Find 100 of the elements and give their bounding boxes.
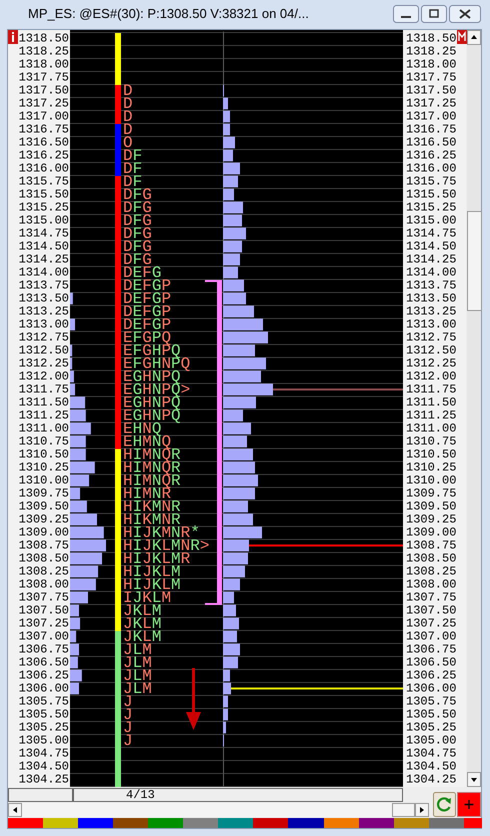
y-tick-label: 1312.75 — [406, 330, 456, 344]
y-tick-label: 1311.75 — [406, 382, 456, 396]
y-tick-label: 1306.50 — [406, 656, 456, 670]
y-tick-label: 1313.50 — [406, 292, 456, 306]
y-tick-label: 1305.00 — [18, 734, 69, 748]
y-tick-label: 1312.50 — [406, 344, 456, 358]
y-tick-label: 1312.25 — [406, 356, 456, 370]
y-tick-label: 1308.50 — [18, 552, 69, 566]
y-tick-label: 1306.00 — [18, 682, 69, 696]
y-tick-label: 1315.00 — [18, 214, 69, 228]
y-tick-label: 1311.75 — [18, 382, 69, 396]
y-tick-label: 1311.00 — [406, 422, 456, 436]
y-tick-label: 1308.00 — [18, 578, 69, 592]
y-tick-label: 1308.25 — [406, 564, 456, 578]
y-tick-label: 1318.25 — [406, 44, 456, 58]
y-tick-label: 1317.50 — [406, 84, 456, 98]
y-tick-label: 1304.50 — [18, 760, 69, 774]
y-tick-label: 1315.00 — [406, 214, 456, 228]
y-tick-label: 1310.00 — [18, 474, 69, 488]
y-tick-label: 1307.50 — [406, 604, 456, 618]
y-tick-label: 1316.50 — [18, 136, 69, 150]
text: 4/13 — [126, 788, 155, 802]
y-tick-label: 1314.50 — [18, 240, 69, 254]
text: J — [123, 732, 133, 750]
y-tick-label: 1315.25 — [406, 200, 456, 214]
y-tick-label: 1317.75 — [18, 70, 69, 84]
y-tick-label: 1313.25 — [406, 304, 456, 318]
y-tick-label: 1318.25 — [18, 44, 69, 58]
y-tick-label: 1309.00 — [406, 526, 456, 540]
y-tick-label: 1310.50 — [406, 448, 456, 462]
y-tick-label: 1318.50 — [18, 32, 69, 46]
y-tick-label: 1305.50 — [18, 708, 69, 722]
y-tick-label: 1318.50 — [406, 32, 456, 46]
y-tick-label: 1311.25 — [406, 408, 456, 422]
y-tick-label: 1305.00 — [406, 734, 456, 748]
y-tick-label: 1314.75 — [18, 226, 69, 240]
y-tick-label: 1316.75 — [18, 122, 69, 136]
y-tick-label: 1312.00 — [18, 370, 69, 384]
y-tick-label: 1318.00 — [18, 58, 69, 72]
y-tick-label: 1306.75 — [406, 642, 456, 656]
y-tick-label: 1316.00 — [406, 162, 456, 176]
y-tick-label: 1307.75 — [18, 590, 69, 604]
y-tick-label: 1315.75 — [18, 174, 69, 188]
y-tick-label: 1307.50 — [18, 604, 69, 618]
y-tick-label: 1308.75 — [406, 538, 456, 552]
y-tick-label: 1313.75 — [406, 278, 456, 292]
y-tick-label: 1305.75 — [18, 694, 69, 708]
y-tick-label: 1313.00 — [18, 318, 69, 332]
y-tick-label: 1309.75 — [406, 486, 456, 500]
y-tick-label: 1311.50 — [406, 396, 456, 410]
y-tick-label: 1312.00 — [406, 370, 456, 384]
y-tick-label: 1316.75 — [406, 122, 456, 136]
y-tick-label: 1314.75 — [406, 226, 456, 240]
y-tick-label: 1310.25 — [406, 460, 456, 474]
y-tick-label: 1314.25 — [18, 252, 69, 266]
y-tick-label: 1309.50 — [18, 500, 69, 514]
y-tick-label: 1318.00 — [406, 58, 456, 72]
y-tick-label: 1305.75 — [406, 694, 456, 708]
y-tick-label: 1306.25 — [18, 668, 69, 682]
y-tick-label: 1305.25 — [18, 720, 69, 734]
y-tick-label: 1306.25 — [406, 668, 456, 682]
y-tick-label: 1304.75 — [406, 746, 456, 760]
y-tick-label: 1309.50 — [406, 500, 456, 514]
y-tick-label: 1307.00 — [406, 630, 456, 644]
y-tick-label: 1314.50 — [406, 240, 456, 254]
y-tick-label: 1316.00 — [18, 162, 69, 176]
y-tick-label: 1313.00 — [406, 318, 456, 332]
y-tick-label: 1305.50 — [406, 708, 456, 722]
y-tick-label: 1311.50 — [18, 396, 69, 410]
y-tick-label: 1305.25 — [406, 720, 456, 734]
y-tick-label: 1307.75 — [406, 590, 456, 604]
y-tick-label: 1304.50 — [406, 760, 456, 774]
y-tick-label: 1311.00 — [18, 422, 69, 436]
y-tick-label: 1307.00 — [18, 630, 69, 644]
y-tick-label: 1314.00 — [18, 266, 69, 280]
y-tick-label: 1308.75 — [18, 538, 69, 552]
y-tick-label: 1308.25 — [18, 564, 69, 578]
y-tick-label: 1315.75 — [406, 174, 456, 188]
y-tick-label: 1316.50 — [406, 136, 456, 150]
y-tick-label: 1314.25 — [406, 252, 456, 266]
y-tick-label: 1317.25 — [18, 96, 69, 110]
y-tick-label: 1304.25 — [406, 772, 456, 786]
y-tick-label: 1316.25 — [18, 148, 69, 162]
y-tick-label: 1314.00 — [406, 266, 456, 280]
y-tick-label: 1307.25 — [18, 616, 69, 630]
y-tick-label: 1312.50 — [18, 344, 69, 358]
y-tick-label: 1315.50 — [406, 188, 456, 202]
y-tick-label: 1310.50 — [18, 448, 69, 462]
y-tick-label: 1313.75 — [18, 278, 69, 292]
y-tick-label: 1306.00 — [406, 682, 456, 696]
y-tick-label: 1306.75 — [18, 642, 69, 656]
y-tick-label: 1312.75 — [18, 330, 69, 344]
y-tick-label: 1315.25 — [18, 200, 69, 214]
y-tick-label: 1311.25 — [18, 408, 69, 422]
y-tick-label: 1307.25 — [406, 616, 456, 630]
y-tick-label: 1316.25 — [406, 148, 456, 162]
y-tick-label: 1312.25 — [18, 356, 69, 370]
y-tick-label: 1313.25 — [18, 304, 69, 318]
y-tick-label: 1313.50 — [18, 292, 69, 306]
y-tick-label: 1317.75 — [406, 70, 456, 84]
